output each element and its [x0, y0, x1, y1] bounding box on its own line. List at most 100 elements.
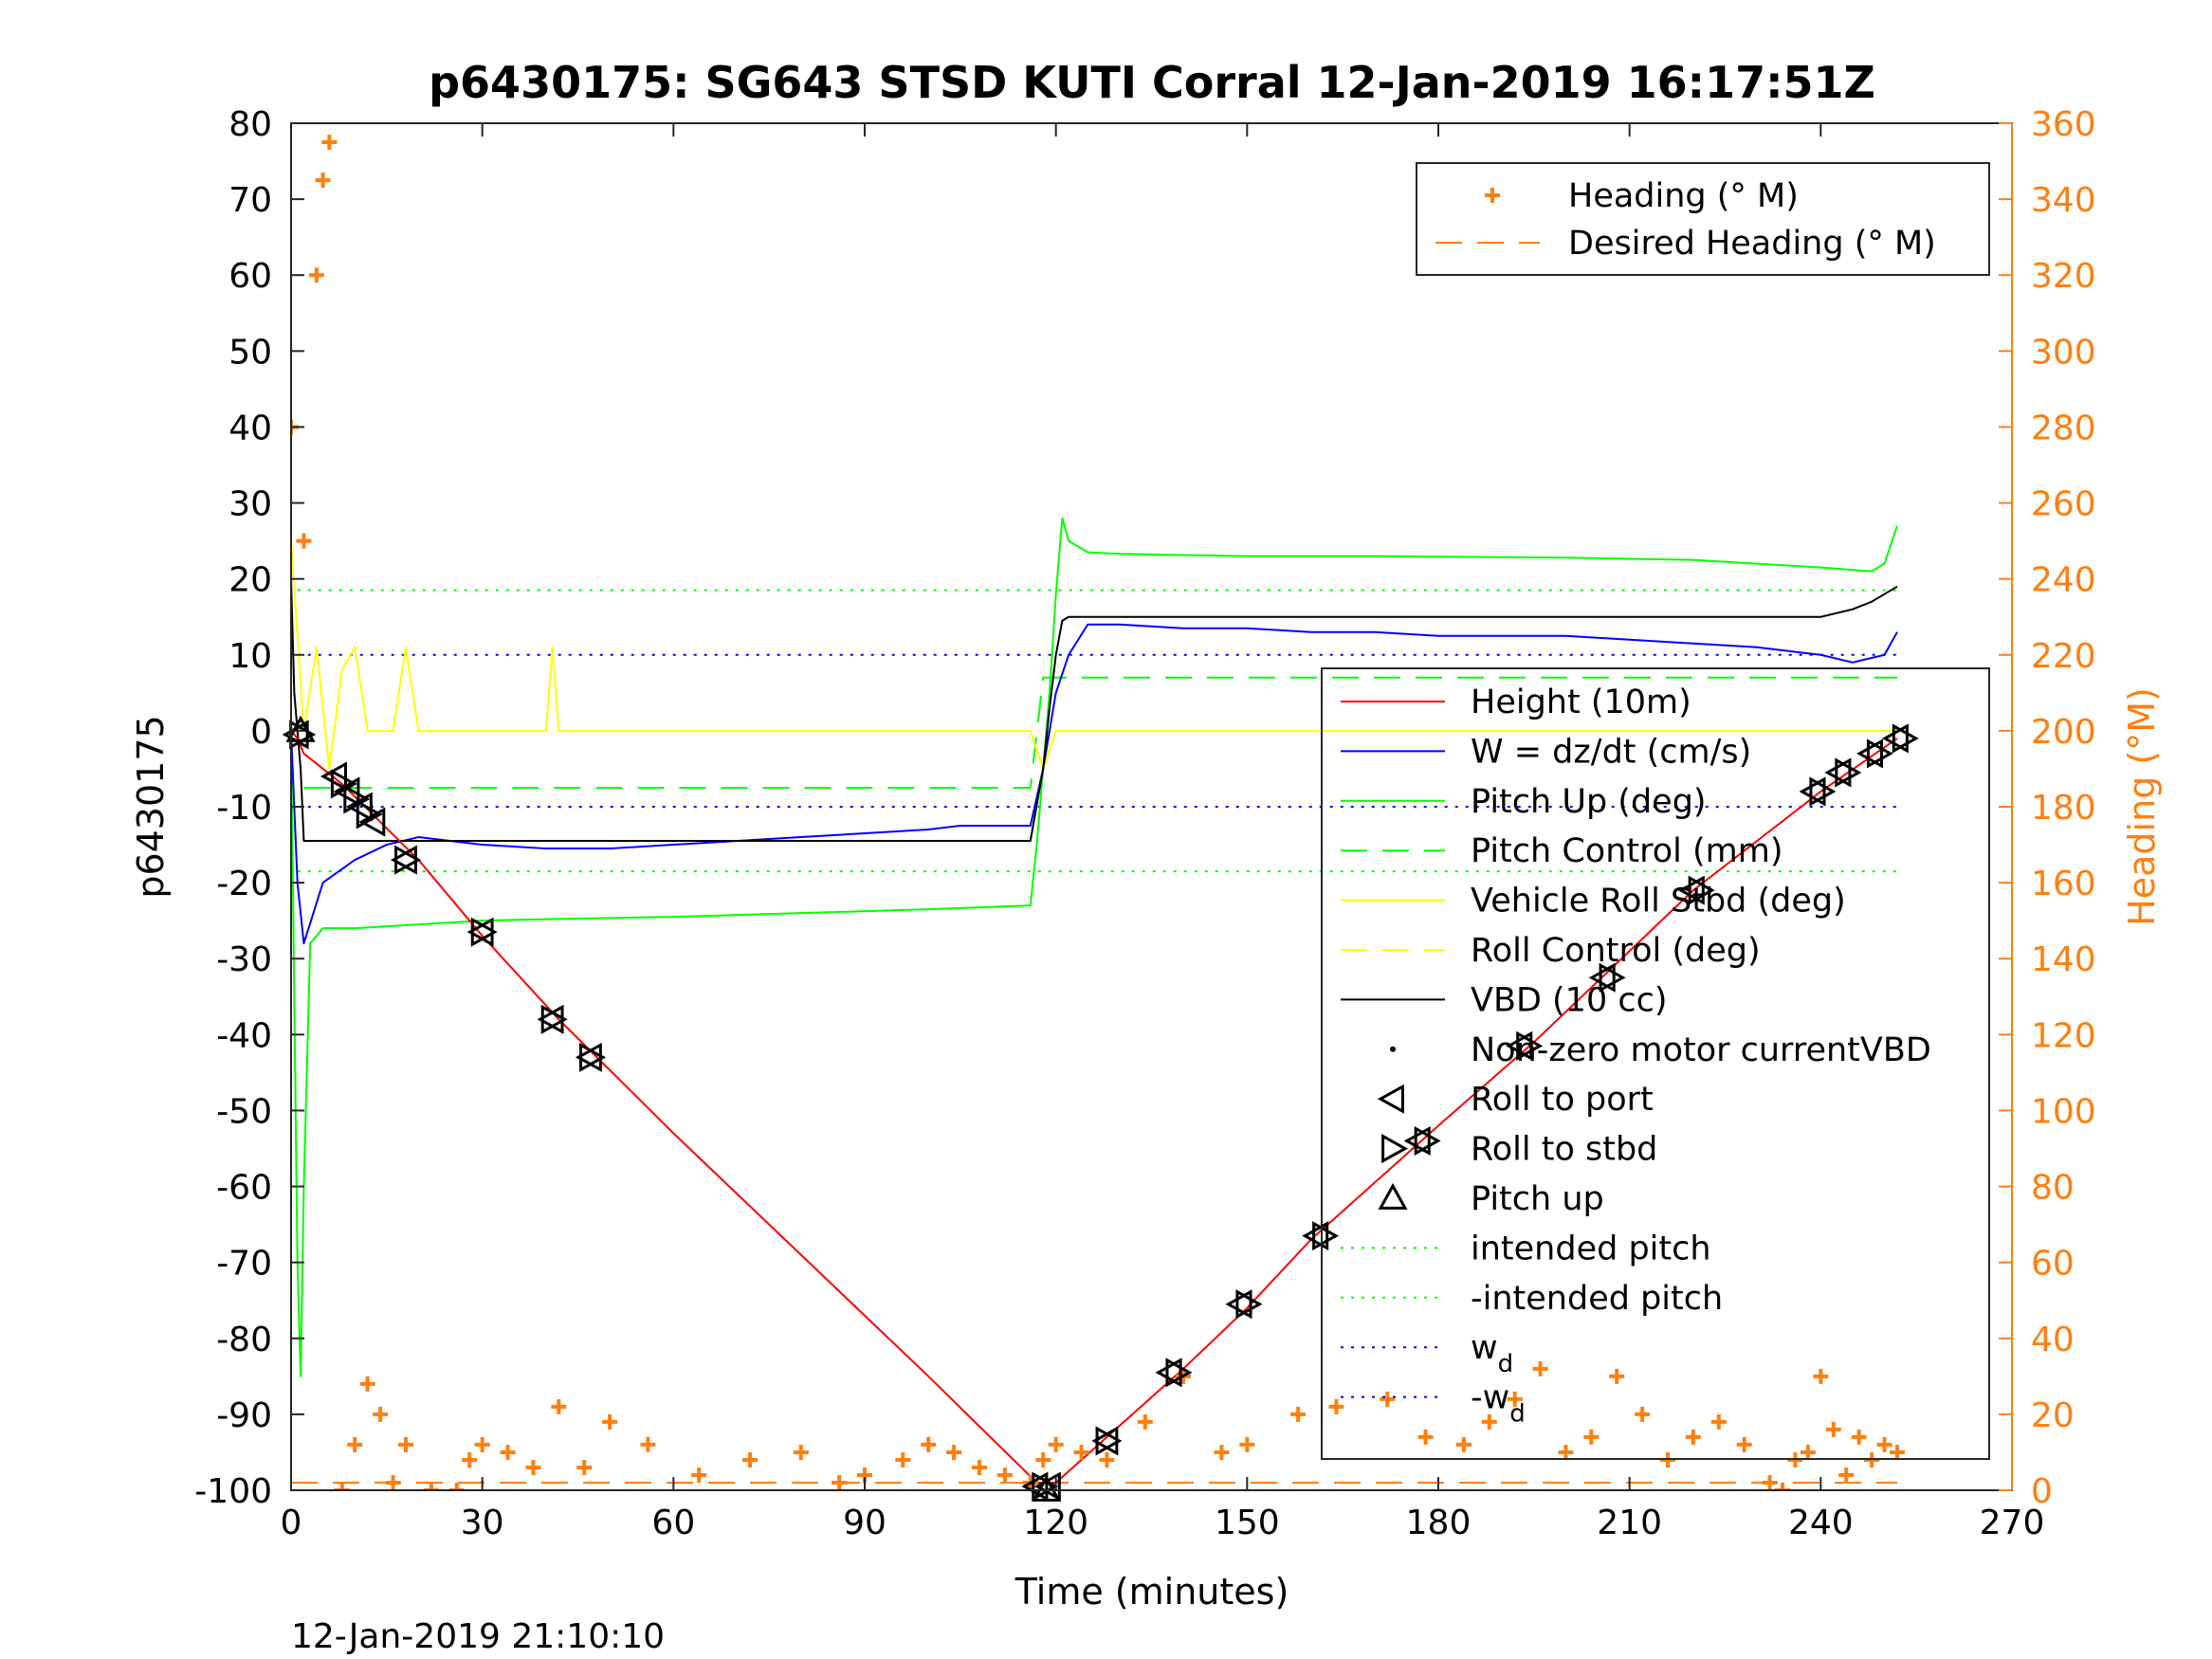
- y-right-tick-label: 320: [2031, 257, 2096, 296]
- heading-point: [1851, 1429, 1867, 1445]
- roll-to-stbd-marker: [1235, 1289, 1263, 1320]
- heading-point: [385, 1474, 401, 1490]
- heading-point: [946, 1444, 962, 1460]
- roll-to-stbd-marker: [1688, 875, 1715, 905]
- legend-subscript: d: [1498, 1350, 1514, 1378]
- series-vbd: [291, 578, 1898, 843]
- y-tick-label: 40: [229, 409, 272, 447]
- y-right-tick-label: 80: [2031, 1169, 2075, 1208]
- roll-to-port-marker: [1881, 723, 1909, 754]
- heading-point: [448, 1483, 465, 1490]
- heading-point: [640, 1436, 656, 1452]
- heading-point: [1800, 1444, 1816, 1460]
- heading-point: [1137, 1413, 1153, 1430]
- roll-to-stbd-marker: [1165, 1358, 1193, 1388]
- axes-layer: 0 30 60 90 120 150 180 210 240 270 80 70 60 50 40 30 20 1…: [194, 105, 2095, 1542]
- legend-label: Vehicle Roll Stbd (deg): [1471, 883, 1846, 921]
- heading-point: [1328, 1398, 1344, 1414]
- legend-label: Pitch Control (mm): [1471, 832, 1782, 870]
- heading-point: [500, 1444, 516, 1460]
- y-right-tick-label: 160: [2031, 865, 2096, 903]
- heading-point: [1214, 1444, 1230, 1460]
- roll-to-port-marker: [1799, 776, 1826, 807]
- heading-point: [423, 1483, 439, 1490]
- series-pitch-control: [303, 676, 1897, 789]
- x-tick-label: 30: [461, 1504, 504, 1542]
- heading-point: [1073, 1444, 1089, 1460]
- roll-to-port-marker: [1588, 962, 1616, 993]
- roll-to-stbd-marker: [1809, 776, 1837, 807]
- roll-to-port-marker: [1403, 1125, 1431, 1157]
- series-pitch-up: [291, 517, 1898, 1377]
- legend-label: intended pitch: [1471, 1230, 1711, 1267]
- heading-point: [296, 533, 312, 549]
- roll-to-stbd-marker: [1516, 1030, 1544, 1061]
- y-tick-label: -60: [216, 1169, 272, 1208]
- y-right-tick-label: 220: [2031, 637, 2096, 676]
- y-tick-label: 30: [229, 485, 272, 524]
- heading-point: [1099, 1451, 1115, 1468]
- roll-to-port-marker: [333, 776, 360, 807]
- heading-point: [1710, 1413, 1727, 1430]
- heading-point: [895, 1451, 911, 1468]
- roll-to-stbd-marker: [1414, 1125, 1441, 1157]
- heading-point: [1048, 1436, 1064, 1452]
- y-tick-label: 50: [229, 333, 272, 372]
- y-right-tick-label: 360: [2031, 105, 2096, 144]
- roll-to-stbd-marker: [330, 769, 357, 799]
- y-tick-label: -20: [216, 865, 272, 903]
- legend-label: Roll to stbd: [1471, 1131, 1657, 1169]
- heading-point: [742, 1451, 758, 1468]
- y-tick-label: 80: [229, 105, 272, 144]
- heading-point: [576, 1459, 593, 1475]
- roll-to-port-marker: [1856, 738, 1884, 769]
- y-right-tick-label: 260: [2031, 485, 2096, 524]
- x-tick-label: 120: [1023, 1504, 1088, 1542]
- legend-label: W = dz/dt (cm/s): [1471, 733, 1751, 771]
- roll-to-stbd-marker: [356, 799, 383, 830]
- legend-swatch: [1390, 1046, 1396, 1052]
- y-right-tick-label: 180: [2031, 789, 2096, 828]
- heading-point: [1532, 1360, 1548, 1376]
- heading-point: [972, 1459, 987, 1475]
- legend-swatch: [1378, 1182, 1408, 1210]
- y-right-tick-label: 280: [2031, 409, 2096, 447]
- roll-to-stbd-marker: [470, 917, 498, 947]
- heading-point: [1736, 1436, 1752, 1452]
- heading-point: [315, 173, 331, 189]
- roll-to-port-marker: [1302, 1221, 1329, 1251]
- heading-point: [793, 1444, 809, 1460]
- heading-point: [1380, 1391, 1396, 1407]
- legend-lower: Height (10m) W = dz/dt (cm/s) Pitch Up (de…: [1321, 667, 1990, 1460]
- y-axis-right-label: Heading (°M): [2121, 687, 2163, 926]
- pitch-up-marker: [285, 715, 316, 742]
- heading-point: [398, 1436, 413, 1452]
- x-tick-label: 180: [1406, 1504, 1472, 1542]
- roll-to-port-marker: [1155, 1358, 1182, 1388]
- heading-point: [1890, 1444, 1905, 1460]
- heading-point: [602, 1413, 618, 1430]
- heading-point: [1481, 1413, 1497, 1430]
- heading-point: [1775, 1483, 1790, 1490]
- heading-point: [1762, 1474, 1778, 1490]
- legend-lower-box: [1321, 667, 1990, 1460]
- roll-to-stbd-marker: [394, 845, 422, 875]
- heading-point: [1876, 1436, 1892, 1452]
- y-right-tick-label: 60: [2031, 1245, 2075, 1284]
- roll-to-stbd-marker: [1095, 1426, 1123, 1456]
- heading-point: [462, 1451, 478, 1468]
- y-tick-label: -40: [216, 1016, 272, 1055]
- y-tick-label: -100: [194, 1472, 272, 1511]
- x-tick-label: 270: [1980, 1504, 2045, 1542]
- y-axis-label: p6430175: [130, 715, 172, 898]
- roll-to-stbd-marker: [1866, 738, 1893, 769]
- heading-point: [1507, 1391, 1523, 1407]
- legend-upper-box: [1416, 162, 1990, 276]
- footer-timestamp: 12-Jan-2019 21:10:10: [291, 1617, 665, 1656]
- legend-label: Pitch up: [1471, 1180, 1604, 1218]
- plot-area: [282, 122, 2013, 1502]
- y-tick-label: 0: [250, 713, 272, 752]
- y-right-tick-label: 300: [2031, 333, 2096, 372]
- legend-label: Non-zero motor currentVBD: [1471, 1031, 1931, 1069]
